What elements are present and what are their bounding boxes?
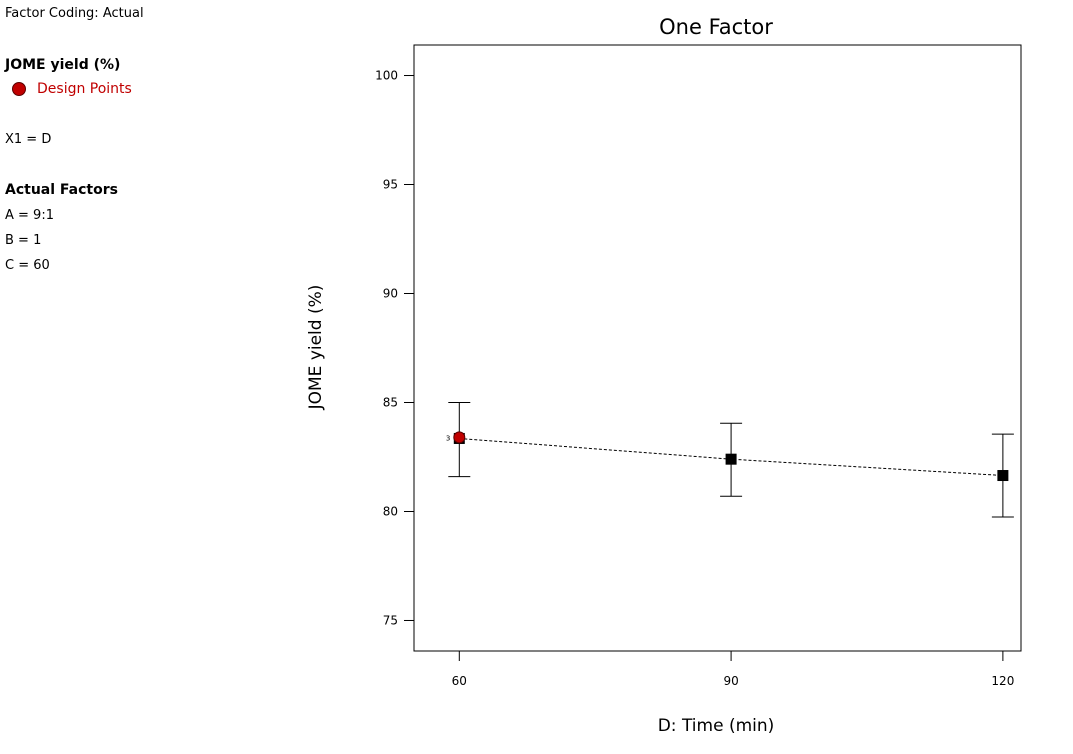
factor-coding-label: Factor Coding: Actual <box>5 6 144 21</box>
x1-label: X1 = D <box>5 132 52 147</box>
actual-factors-title: Actual Factors <box>5 182 118 198</box>
factor-c: C = 60 <box>5 258 50 273</box>
y-tick-label: 100 <box>375 69 398 83</box>
chart-title: One Factor <box>659 15 773 39</box>
design-point-legend-icon <box>12 82 26 96</box>
plot-frame <box>413 44 1022 652</box>
factor-a: A = 9:1 <box>5 208 54 223</box>
y-tick-label: 80 <box>383 504 398 518</box>
y-axis-title: JOME yield (%) <box>306 285 326 411</box>
design-points: 3 <box>446 431 466 444</box>
factor-b: B = 1 <box>5 233 42 248</box>
y-tick-label: 75 <box>383 613 398 627</box>
prediction-marker <box>725 453 737 465</box>
design-point <box>453 431 466 444</box>
design-point-count: 3 <box>446 434 450 442</box>
y-tick-label: 95 <box>383 178 398 192</box>
y-tick-label: 85 <box>383 395 398 409</box>
prediction-marker <box>997 470 1009 482</box>
x-tick-label: 90 <box>723 674 738 688</box>
x-tick-label: 120 <box>991 674 1014 688</box>
x-tick-label: 60 <box>452 674 467 688</box>
y-tick-label: 90 <box>383 287 398 301</box>
x-axis: 60 90 120 <box>452 651 1014 688</box>
y-axis: 75 80 85 90 95 100 <box>375 69 414 627</box>
response-title: JOME yield (%) <box>5 57 121 73</box>
legend-label: Design Points <box>37 81 132 97</box>
x-axis-title: D: Time (min) <box>658 716 775 736</box>
